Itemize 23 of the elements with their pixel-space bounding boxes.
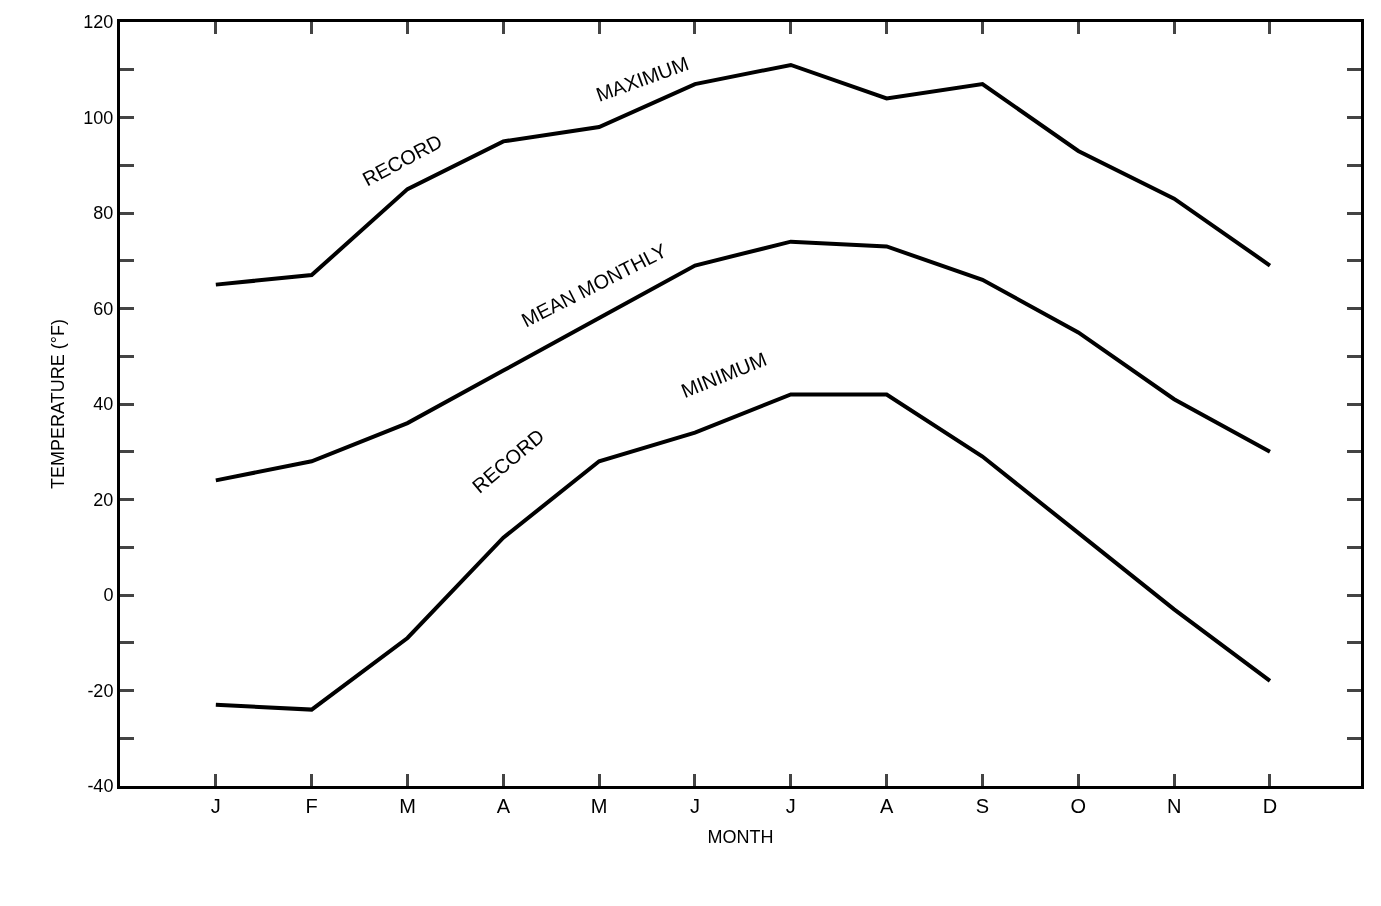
x-tick-label: J (210, 795, 221, 817)
x-tick-label: F (305, 795, 318, 817)
x-tick-label: D (1262, 795, 1278, 817)
x-tick-label: S (975, 795, 990, 817)
x-tick-label: N (1166, 795, 1182, 817)
y-tick-label: 80 (93, 203, 114, 224)
y-tick-label: 120 (83, 12, 114, 33)
y-tick-label: -40 (87, 776, 114, 797)
y-tick-label: -20 (87, 680, 114, 701)
x-tick-label: J (785, 795, 796, 817)
x-tick-label: J (689, 795, 700, 817)
y-tick-label: 20 (93, 489, 114, 510)
y-tick-label: 60 (93, 298, 114, 319)
y-tick-label: 100 (83, 107, 114, 128)
x-tick-label: M (590, 795, 608, 817)
x-tick-label: O (1070, 795, 1087, 817)
y-tick-label: 0 (103, 585, 114, 606)
x-axis-title: MONTH (707, 827, 774, 848)
y-tick-label: 40 (93, 394, 114, 415)
x-tick-label: M (399, 795, 416, 817)
y-axis-title: TEMPERATURE (°F) (47, 319, 68, 489)
x-tick-label: A (496, 795, 511, 817)
x-tick-label: A (879, 795, 894, 817)
